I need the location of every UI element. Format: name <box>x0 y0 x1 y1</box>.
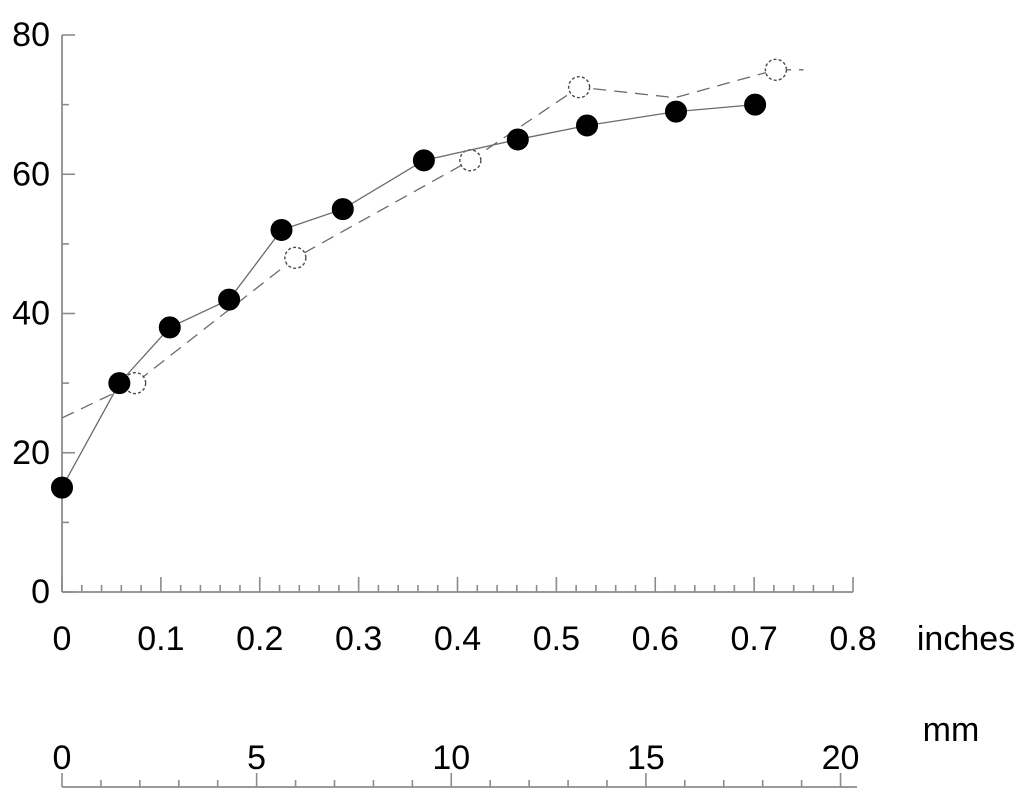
marker-filled-circle <box>331 198 354 221</box>
marker-open-circle <box>284 246 307 269</box>
mm-ruler-unit-label: mm <box>923 711 980 749</box>
inches-axis-tick-label: 0.5 <box>533 620 580 658</box>
inches-axis-tick-label: 0.3 <box>335 620 382 658</box>
mm-ruler-tick-label: 0 <box>53 739 72 777</box>
marker-filled-circle <box>576 114 599 137</box>
marker-open-circle <box>764 58 788 82</box>
marker-filled-circle <box>158 316 181 339</box>
inches-axis-tick-label: 0.1 <box>137 620 184 658</box>
mm-ruler-tick-label: 5 <box>247 739 266 777</box>
marker-filled-circle <box>270 218 293 241</box>
marker-open-circle <box>567 76 591 99</box>
marker-filled-circle <box>412 149 435 172</box>
inches-axis-unit-label: inches <box>917 620 1015 658</box>
marker-filled-circle <box>665 100 688 123</box>
marker-filled-circle <box>218 288 241 311</box>
inches-axis-tick-label: 0.4 <box>434 620 481 658</box>
y-axis-tick-label: 40 <box>12 295 50 333</box>
y-axis-tick-label: 60 <box>12 155 50 193</box>
mm-ruler-tick-label: 10 <box>432 739 470 777</box>
y-axis-tick-label: 20 <box>12 434 50 472</box>
marker-filled-circle <box>744 93 767 116</box>
mm-ruler-tick-label: 15 <box>627 739 665 777</box>
inches-axis-tick-label: 0.6 <box>632 620 679 658</box>
marker-filled-circle <box>108 372 131 395</box>
marker-open-circle <box>459 149 482 172</box>
marker-filled-circle <box>506 128 529 151</box>
inches-axis-tick-label: 0.8 <box>829 620 876 658</box>
mm-ruler-tick-label: 20 <box>822 739 860 777</box>
series-line-dashed-open-circles <box>61 69 804 419</box>
inches-axis-tick-label: 0.7 <box>730 620 777 658</box>
inches-axis-tick-label: 0 <box>53 620 72 658</box>
y-axis-tick-label: 80 <box>12 16 50 54</box>
y-axis-tick-label: 0 <box>31 573 50 611</box>
inches-axis-tick-label: 0.2 <box>236 620 283 658</box>
marker-filled-circle <box>51 476 73 499</box>
